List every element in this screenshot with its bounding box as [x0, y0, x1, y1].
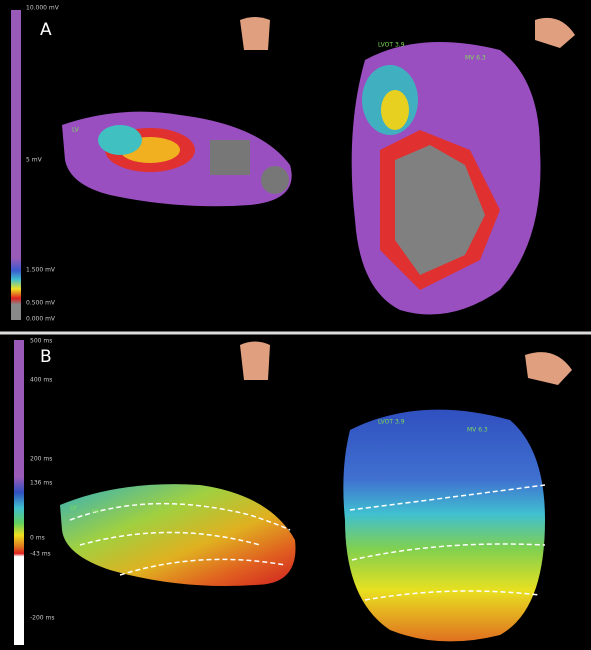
- color-bar: [11, 10, 21, 320]
- scale-label: 136 ms: [30, 480, 52, 487]
- annotation: LVOT 3.9: [378, 419, 405, 426]
- isochrone-lines: [69, 484, 546, 601]
- voltage-map-left: [62, 111, 292, 207]
- scale-label: 10.000 mV: [26, 5, 60, 12]
- scale-label: 200 ms: [30, 456, 52, 463]
- activation-map-right: [343, 409, 545, 642]
- panel-label: A: [40, 20, 52, 40]
- scale-label: 400 ms: [30, 377, 52, 384]
- annotation: LV: [72, 127, 80, 134]
- scale-label: 500 ms: [30, 338, 52, 345]
- orientation-icon: [240, 341, 270, 380]
- annotation: MV 6.3: [467, 427, 488, 434]
- scale-label: -200 ms: [30, 615, 55, 622]
- annotation: LVOT 3.9: [378, 42, 405, 49]
- annotation: MV 6.3: [465, 55, 486, 62]
- orientation-icon: [240, 17, 270, 50]
- orientation-icon: [535, 17, 575, 48]
- panel-label: B: [40, 347, 52, 367]
- scale-label: -43 ms: [30, 551, 51, 558]
- scale-label: 0.000 mV: [26, 316, 56, 323]
- scale-label: 0.500 mV: [26, 300, 56, 307]
- annotation: MV: [92, 509, 102, 516]
- scale-label: 0 ms: [30, 535, 45, 542]
- color-bar: [14, 340, 24, 645]
- annotation: LV: [70, 505, 78, 512]
- scale-label: 1.500 mV: [26, 267, 56, 274]
- activation-map-left: [60, 484, 296, 586]
- voltage-map-right: [351, 42, 541, 315]
- scale-label: 5 mV: [26, 157, 43, 164]
- orientation-icon: [525, 352, 572, 385]
